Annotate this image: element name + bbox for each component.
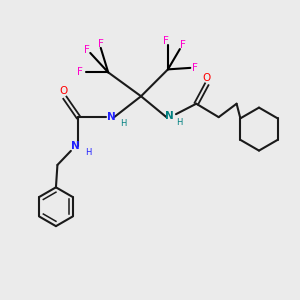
Text: F: F [192, 63, 198, 73]
Text: F: F [77, 68, 83, 77]
Text: N: N [165, 111, 174, 121]
Text: O: O [59, 86, 68, 96]
Text: F: F [164, 36, 169, 46]
Text: F: F [84, 45, 90, 55]
Text: H: H [121, 119, 127, 128]
Text: F: F [180, 40, 186, 50]
Text: F: F [98, 39, 104, 49]
Text: H: H [176, 118, 182, 127]
Text: O: O [202, 73, 211, 83]
Text: N: N [71, 141, 80, 151]
Text: N: N [107, 112, 116, 122]
Text: H: H [85, 148, 91, 157]
